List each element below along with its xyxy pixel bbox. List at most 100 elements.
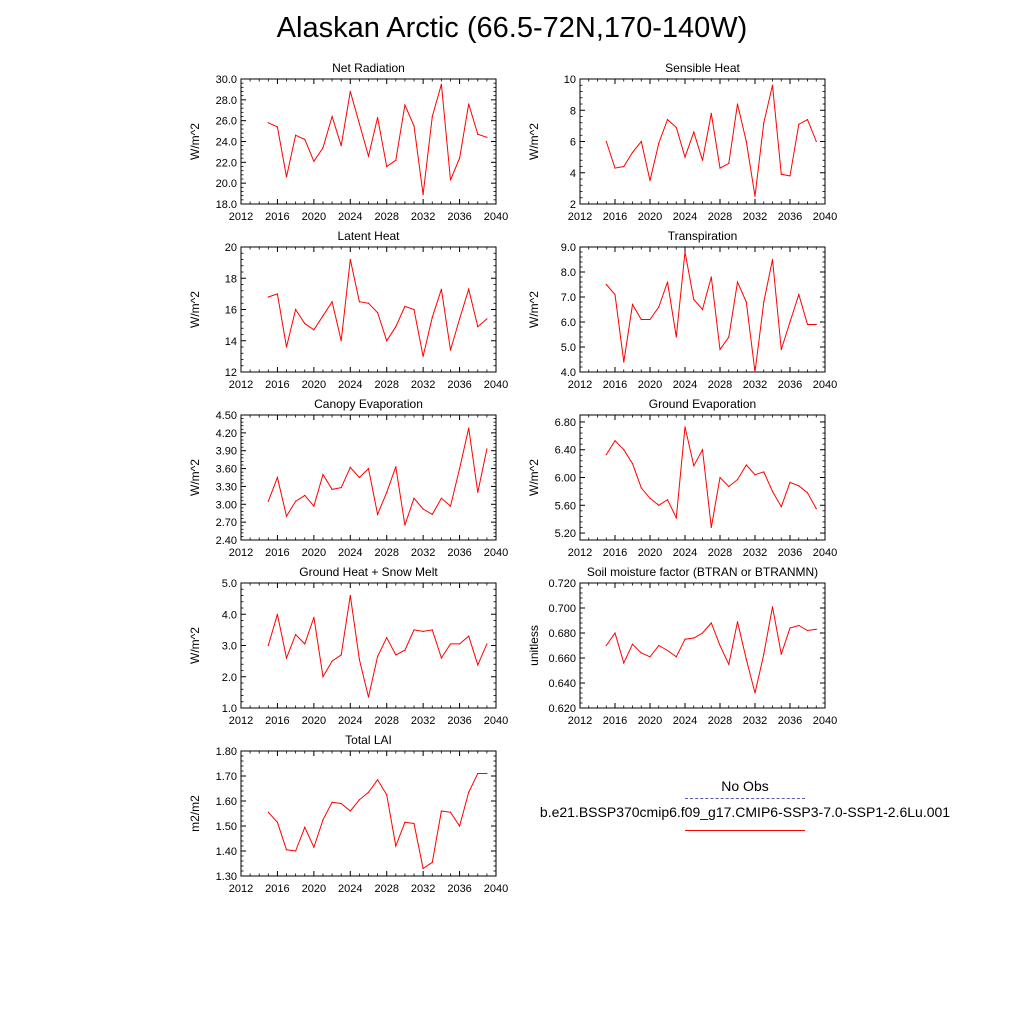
x-tick-label: 2024 <box>673 547 697 559</box>
data-point <box>413 308 415 311</box>
data-point <box>404 649 406 651</box>
y-tick-label: 4.0 <box>561 367 576 379</box>
data-point <box>614 167 616 169</box>
data-point <box>736 478 739 481</box>
data-point <box>386 637 388 639</box>
data-point <box>780 173 782 175</box>
data-point <box>285 346 288 348</box>
data-point <box>349 594 351 597</box>
data-point <box>349 258 351 261</box>
x-tick-label: 2012 <box>229 211 253 223</box>
data-point <box>340 340 342 342</box>
y-tick-label: 20 <box>225 242 237 254</box>
data-point <box>468 103 470 105</box>
data-point <box>719 167 721 169</box>
data-point <box>710 526 712 529</box>
data-point <box>386 794 388 796</box>
data-point <box>313 846 315 848</box>
chart-panel-1: 2012 2016 2020 2024 2028 2032 2036 2040 18.0 20.0… <box>188 61 508 223</box>
data-point <box>322 819 324 821</box>
x-tick-label: 2020 <box>302 379 326 391</box>
data-point <box>658 142 660 144</box>
y-axis-label: W/m^2 <box>188 123 202 160</box>
x-tick-label: 2028 <box>374 379 398 391</box>
panel-title: Latent Heat <box>337 229 400 243</box>
x-tick-label: 2040 <box>813 547 837 559</box>
x-tick-label: 2028 <box>708 379 732 391</box>
x-tick-label: 2040 <box>813 715 837 727</box>
data-point <box>422 867 424 870</box>
x-tick-label: 2024 <box>338 547 362 559</box>
data-point <box>701 632 704 634</box>
data-point <box>745 464 747 466</box>
plot-frame <box>240 246 497 373</box>
y-tick-label: 4.0 <box>222 609 237 621</box>
y-tick-label: 1.80 <box>216 746 237 758</box>
data-point <box>404 104 406 106</box>
y-tick-label: 8.0 <box>561 267 576 279</box>
data-point <box>719 348 721 351</box>
data-point <box>276 293 279 295</box>
data-point <box>276 476 279 479</box>
x-tick-label: 2032 <box>743 715 767 727</box>
y-axis-label: m2/m2 <box>188 795 202 832</box>
x-tick-label: 2040 <box>484 379 508 391</box>
y-tick-label: 1.60 <box>216 796 237 808</box>
data-point <box>358 123 360 125</box>
x-tick-label: 2036 <box>447 547 471 559</box>
data-point <box>806 323 809 326</box>
data-point <box>322 473 324 476</box>
data-point <box>649 656 651 658</box>
series-line <box>605 426 817 528</box>
data-point <box>413 497 415 499</box>
x-tick-label: 2016 <box>603 715 627 727</box>
data-point <box>789 481 791 483</box>
data-point <box>693 298 695 301</box>
data-point <box>358 658 360 661</box>
x-tick-label: 2032 <box>411 211 435 223</box>
panel-title: Net Radiation <box>332 61 405 75</box>
data-point <box>276 126 279 128</box>
y-tick-label: 22.0 <box>216 157 237 169</box>
x-tick-label: 2028 <box>708 211 732 223</box>
data-point <box>267 122 269 124</box>
x-tick-label: 2028 <box>708 715 732 727</box>
legend-case-label: b.e21.BSSP370cmip6.f09_g17.CMIP6-SSP3-7.… <box>539 804 951 820</box>
data-point <box>267 500 269 502</box>
data-point <box>789 175 791 177</box>
data-point <box>658 306 660 308</box>
x-tick-label: 2032 <box>411 379 435 391</box>
x-tick-label: 2032 <box>411 883 435 895</box>
y-tick-label: 6.00 <box>555 473 576 485</box>
data-point <box>449 179 452 181</box>
y-tick-label: 4.50 <box>216 410 237 422</box>
y-tick-label: 24.0 <box>216 137 237 149</box>
data-point <box>331 801 333 803</box>
panel-title: Ground Evaporation <box>649 397 756 411</box>
data-point <box>404 821 406 823</box>
data-point <box>367 467 370 470</box>
data-point <box>477 664 479 666</box>
data-point <box>413 125 415 127</box>
y-tick-label: 0.720 <box>548 578 576 590</box>
y-axis-label: W/m^2 <box>188 291 202 328</box>
x-tick-label: 2036 <box>447 211 471 223</box>
data-point <box>486 136 488 138</box>
data-point <box>710 622 712 624</box>
x-tick-label: 2020 <box>638 211 662 223</box>
x-tick-label: 2024 <box>338 715 362 727</box>
x-tick-label: 2032 <box>743 211 767 223</box>
x-tick-label: 2028 <box>708 547 732 559</box>
data-point <box>367 696 370 698</box>
data-point <box>736 103 739 105</box>
series-line <box>268 259 488 357</box>
data-point <box>468 791 470 793</box>
data-point <box>631 303 634 306</box>
plot-frame <box>579 414 826 541</box>
data-point <box>440 497 442 499</box>
data-point <box>276 821 279 823</box>
series-line <box>605 85 817 197</box>
x-tick-label: 2024 <box>673 211 697 223</box>
x-tick-label: 2016 <box>603 211 627 223</box>
data-point <box>701 449 704 451</box>
